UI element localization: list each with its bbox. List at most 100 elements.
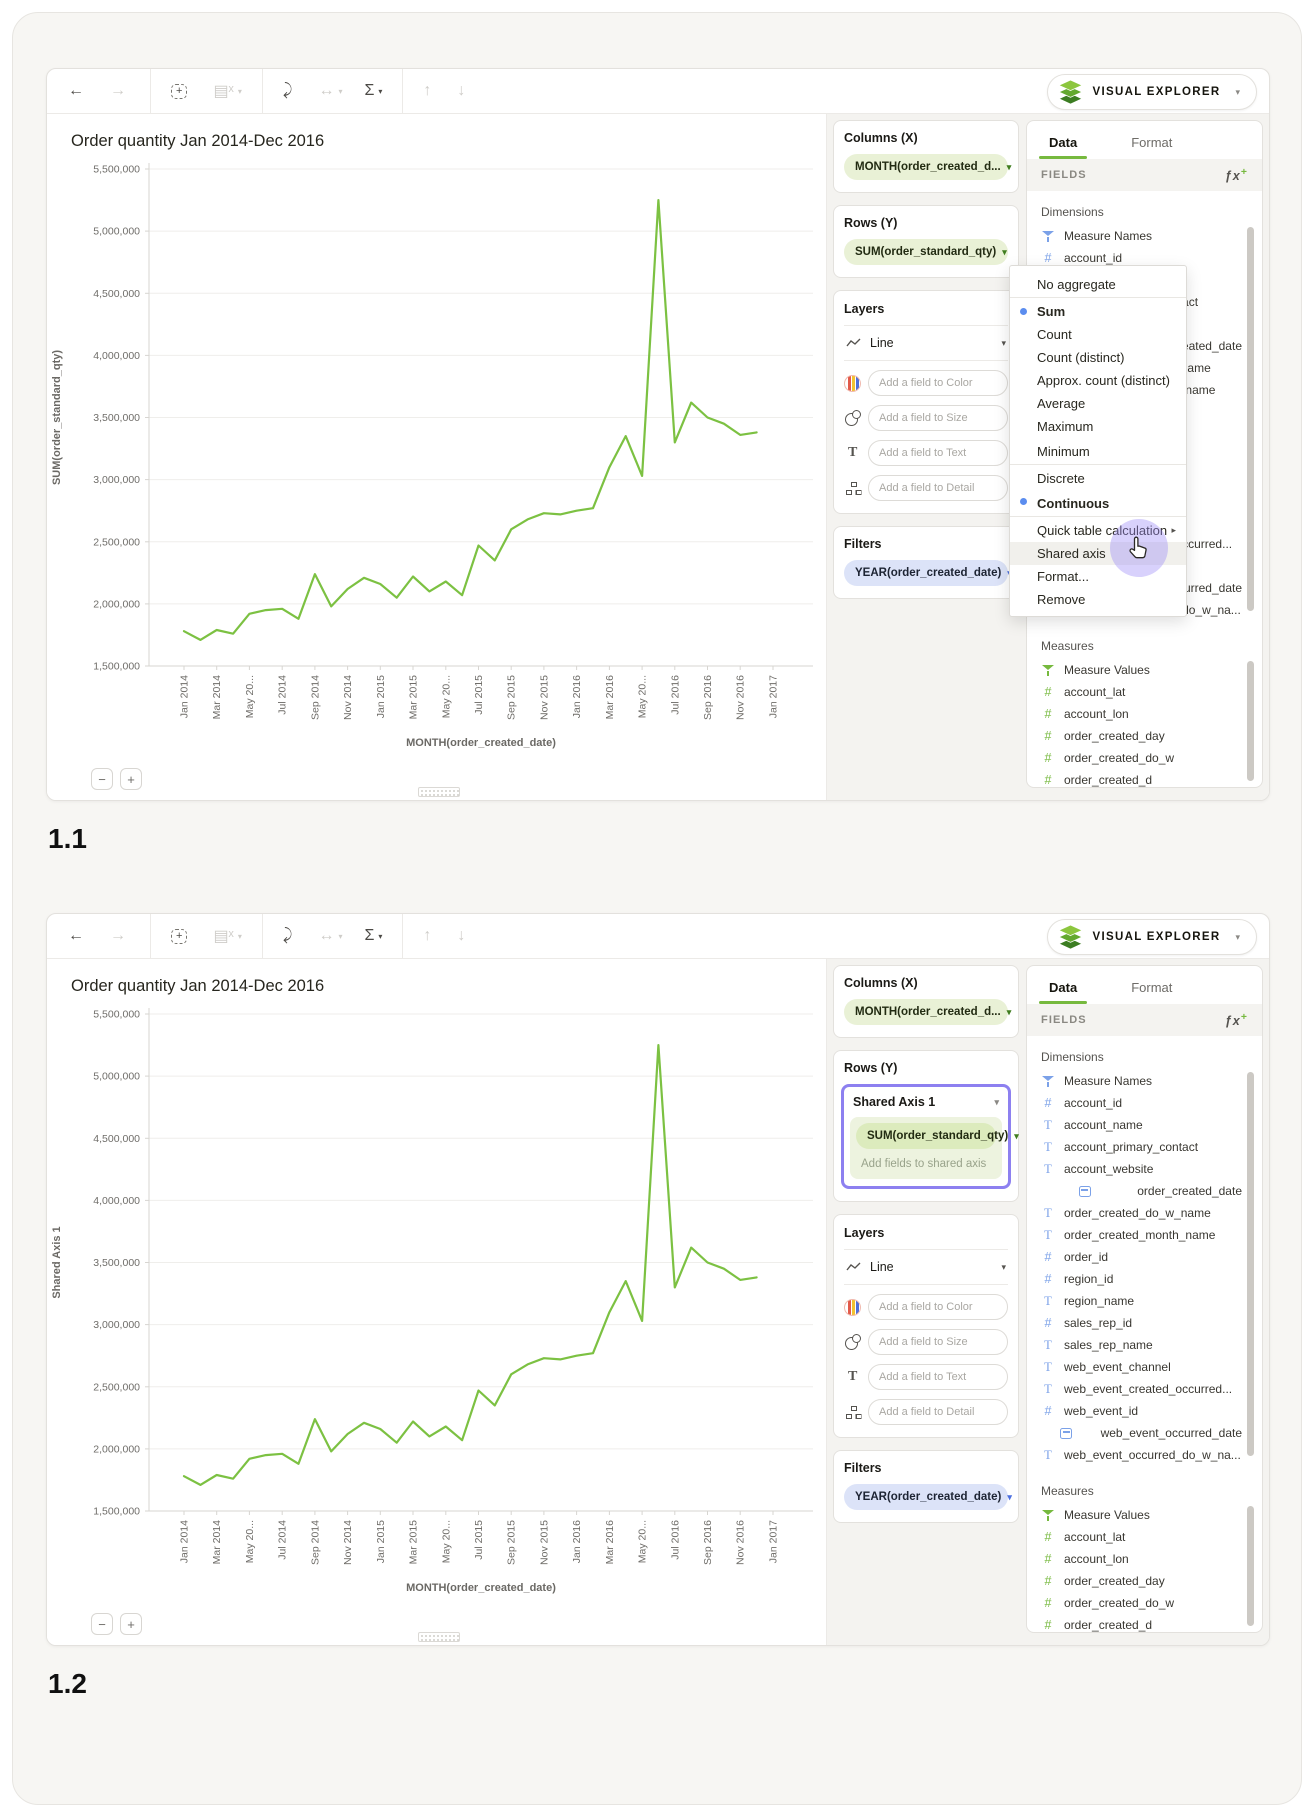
duplicate-chart-button[interactable]: +: [171, 928, 191, 944]
layer-type-select[interactable]: Line ▾: [844, 1250, 1008, 1285]
resize-handle[interactable]: [418, 787, 460, 797]
dimension-item[interactable]: Measure Names: [1041, 1070, 1242, 1092]
scrollbar-thumb[interactable]: [1247, 661, 1254, 782]
filter-pill[interactable]: YEAR(order_created_date) ▾: [844, 560, 1012, 586]
clear-chart-button[interactable]: ▤ˣ ▾: [213, 81, 241, 101]
fields-tab[interactable]: Format: [1131, 135, 1173, 150]
columns-field-pill[interactable]: MONTH(order_created_d... ▾: [844, 999, 1011, 1025]
sort-ascending-button[interactable]: ↑: [423, 82, 435, 100]
menu-item[interactable]: Minimum: [1010, 438, 1186, 465]
chevron-down-icon[interactable]: ▾: [1007, 1491, 1012, 1502]
zoom-out-button[interactable]: −: [91, 1613, 113, 1635]
sort-descending-button[interactable]: ↓: [457, 82, 469, 100]
chevron-down-icon[interactable]: ▾: [994, 1096, 999, 1107]
dimension-item[interactable]: web_event_occurred_date: [1041, 1422, 1242, 1444]
add-calculated-field-icon[interactable]: ƒx+: [1224, 1012, 1248, 1029]
chevron-down-icon[interactable]: ▾: [1002, 246, 1007, 257]
layer-field-input[interactable]: [868, 1364, 1008, 1390]
add-calculated-field-icon[interactable]: ƒx+: [1224, 167, 1248, 184]
menu-item[interactable]: Discrete: [1010, 467, 1186, 490]
dimension-item[interactable]: web_event_id: [1041, 1400, 1242, 1422]
measure-item[interactable]: order_created_day: [1041, 1570, 1242, 1592]
fields-tab[interactable]: Data: [1038, 969, 1088, 1004]
dimension-item[interactable]: web_event_channel: [1041, 1356, 1242, 1378]
menu-item[interactable]: No aggregate: [1010, 271, 1186, 298]
scrollbar-thumb[interactable]: [1247, 1072, 1254, 1457]
menu-item[interactable]: Count: [1010, 323, 1186, 346]
chevron-down-icon[interactable]: ▾: [1006, 161, 1012, 172]
menu-item[interactable]: Approx. count (distinct): [1010, 369, 1186, 392]
measure-item[interactable]: Measure Values: [1041, 1504, 1242, 1526]
filter-pill[interactable]: YEAR(order_created_date) ▾: [844, 1484, 1012, 1510]
toolbar-button[interactable]: [261, 69, 263, 113]
dimension-item[interactable]: account_id: [1041, 1092, 1242, 1114]
menu-item[interactable]: Average: [1010, 392, 1186, 415]
aggregate-button[interactable]: Σ ▾: [364, 82, 382, 100]
measure-item[interactable]: order_created_d: [1041, 1614, 1242, 1632]
zoom-in-button[interactable]: +: [120, 768, 142, 790]
visual-explorer-button[interactable]: VISUAL EXPLORER ▾: [1046, 74, 1257, 110]
layer-type-select[interactable]: Line ▾: [844, 326, 1008, 361]
toolbar-button[interactable]: [402, 914, 404, 958]
rows-field-pill[interactable]: SUM(order_standard_qty) ▾: [844, 239, 1008, 265]
dimension-item[interactable]: order_id: [1041, 1246, 1242, 1268]
fields-tab[interactable]: Data: [1038, 124, 1088, 159]
sort-ascending-button[interactable]: ↑: [423, 927, 435, 945]
layer-field-input[interactable]: [868, 1294, 1008, 1320]
layer-field-input[interactable]: [868, 1399, 1008, 1425]
measure-item[interactable]: order_created_do_w: [1041, 747, 1242, 769]
sort-descending-button[interactable]: ↓: [457, 927, 469, 945]
menu-item[interactable]: Count (distinct): [1010, 346, 1186, 369]
dimension-item[interactable]: account_website: [1041, 1158, 1242, 1180]
dimension-item[interactable]: region_id: [1041, 1268, 1242, 1290]
dimension-item[interactable]: web_event_occurred_do_w_na...: [1041, 1444, 1242, 1466]
dimension-item[interactable]: sales_rep_name: [1041, 1334, 1242, 1356]
toolbar-button[interactable]: [150, 69, 151, 113]
dimension-item[interactable]: account_primary_contact: [1041, 1136, 1242, 1158]
columns-field-pill[interactable]: MONTH(order_created_d... ▾: [844, 154, 1011, 180]
chart-size-button[interactable]: ↔ ▾: [318, 82, 342, 100]
dimension-item[interactable]: Measure Names: [1041, 225, 1242, 247]
chart-size-button[interactable]: ↔ ▾: [318, 927, 342, 945]
dimension-item[interactable]: sales_rep_id: [1041, 1312, 1242, 1334]
back-button[interactable]: ←: [68, 82, 88, 100]
measure-item[interactable]: account_lat: [1041, 681, 1242, 703]
measure-item[interactable]: order_created_do_w: [1041, 1592, 1242, 1614]
rows-field-pill[interactable]: SUM(order_standard_qty) ▾: [856, 1123, 1019, 1149]
layer-field-input[interactable]: [868, 1329, 1008, 1355]
scrollbar-thumb[interactable]: [1247, 227, 1254, 612]
chevron-down-icon[interactable]: ▾: [1006, 1006, 1012, 1017]
dimension-item[interactable]: order_created_date: [1041, 1180, 1242, 1202]
dimension-item[interactable]: order_created_do_w_name: [1041, 1202, 1242, 1224]
measure-item[interactable]: account_lat: [1041, 1526, 1242, 1548]
dimension-item[interactable]: account_id: [1041, 247, 1242, 269]
measure-item[interactable]: account_lon: [1041, 1548, 1242, 1570]
measure-item[interactable]: Measure Values: [1041, 659, 1242, 681]
fields-tab[interactable]: Format: [1131, 980, 1173, 995]
zoom-out-button[interactable]: −: [91, 768, 113, 790]
swap-axes-button[interactable]: ⤸: [283, 927, 297, 945]
scrollbar-thumb[interactable]: [1247, 1506, 1254, 1627]
menu-item[interactable]: Sum: [1010, 300, 1186, 323]
swap-axes-button[interactable]: ⤸: [283, 82, 297, 100]
aggregate-button[interactable]: Σ ▾: [364, 927, 382, 945]
menu-item[interactable]: Format...: [1010, 565, 1186, 588]
chevron-down-icon[interactable]: ▾: [1014, 1130, 1019, 1141]
layer-field-input[interactable]: [868, 475, 1008, 501]
clear-chart-button[interactable]: ▤ˣ ▾: [213, 926, 241, 946]
zoom-in-button[interactable]: +: [120, 1613, 142, 1635]
dimension-item[interactable]: account_name: [1041, 1114, 1242, 1136]
duplicate-chart-button[interactable]: +: [171, 83, 191, 99]
resize-handle[interactable]: [418, 1632, 460, 1642]
layer-field-input[interactable]: [868, 440, 1008, 466]
forward-button[interactable]: →: [110, 82, 130, 100]
menu-item[interactable]: Continuous: [1010, 490, 1186, 517]
visual-explorer-button[interactable]: VISUAL EXPLORER ▾: [1046, 919, 1257, 955]
dimension-item[interactable]: order_created_month_name: [1041, 1224, 1242, 1246]
menu-item[interactable]: Quick table calculation ▸: [1010, 519, 1186, 542]
layer-field-input[interactable]: [868, 370, 1008, 396]
dimension-item[interactable]: region_name: [1041, 1290, 1242, 1312]
layer-field-input[interactable]: [868, 405, 1008, 431]
toolbar-button[interactable]: [402, 69, 404, 113]
forward-button[interactable]: →: [110, 927, 130, 945]
